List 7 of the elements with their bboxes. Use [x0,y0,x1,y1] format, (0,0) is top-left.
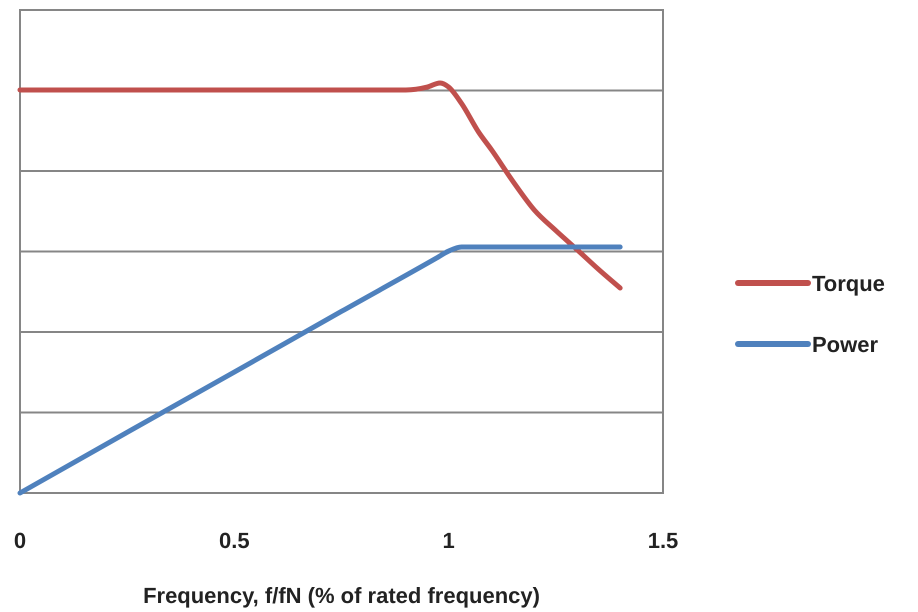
x-tick-label: 1.5 [648,528,678,553]
x-tick-label: 0.5 [219,528,250,553]
x-tick-label: 0 [14,528,26,553]
legend-label: Power [812,332,878,357]
legend-label: Torque [812,271,885,296]
x-axis-title: Frequency, f/fN (% of rated frequency) [143,583,540,608]
x-tick-label: 1 [442,528,455,553]
